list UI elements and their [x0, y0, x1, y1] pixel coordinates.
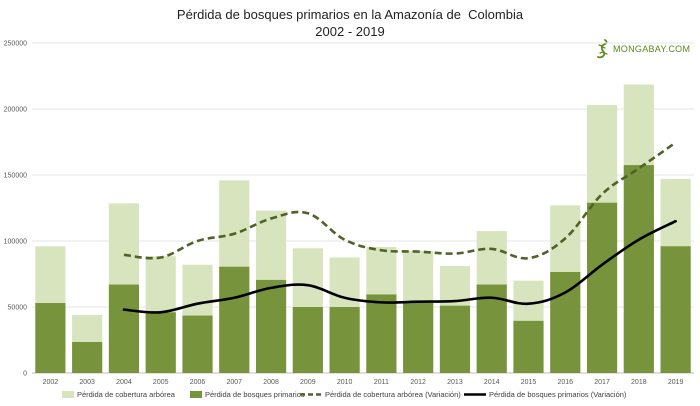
y-axis: 0 50000 100000 150000 200000 250000: [4, 41, 27, 378]
legend-swatch: [62, 391, 74, 398]
x-tick-label: 2017: [594, 379, 610, 386]
bar-bosques-primarios: [329, 307, 360, 373]
bar-bosques-primarios: [366, 294, 397, 373]
y-tick-label: 0: [23, 371, 27, 378]
bar-bosques-primarios: [72, 341, 103, 373]
legend-item: Pérdida de cobertura arbórea (Variación): [300, 390, 461, 399]
line-bosques-variacion: [122, 219, 677, 314]
bar-bosques-primarios: [35, 303, 66, 373]
chart-title: Pérdida de bosques primarios en la Amazo…: [0, 6, 700, 40]
x-tick-label: 2006: [190, 379, 206, 386]
x-tick-label: 2011: [374, 379, 389, 386]
legend-item: Pérdida de bosques primarios: [190, 390, 305, 399]
legend: Pérdida de cobertura arbórea Pérdida de b…: [62, 390, 627, 399]
bar-bosques-primarios: [513, 320, 544, 373]
legend-item: Pérdida de cobertura arbórea: [62, 390, 176, 399]
x-tick-label: 2008: [263, 379, 279, 386]
x-tick-label: 2016: [557, 379, 573, 386]
x-tick-label: 2010: [337, 379, 353, 386]
legend-label: Pérdida de cobertura arbórea (Variación): [325, 390, 461, 399]
chart-title-line-1: Pérdida de bosques primarios en la Amazo…: [176, 7, 524, 22]
y-tick-label: 200000: [4, 107, 27, 114]
legend-label: Pérdida de bosques primarios: [205, 390, 305, 399]
bar-bosques-primarios: [403, 303, 434, 373]
legend-label: Pérdida de cobertura arbórea: [77, 390, 176, 399]
bar-bosques-primarios: [660, 246, 691, 373]
x-tick-label: 2014: [484, 379, 500, 386]
legend-swatch: [190, 391, 202, 398]
bar-bosques-primarios: [145, 312, 176, 373]
chart-title-line-2: 2002 - 2019: [315, 24, 385, 39]
x-axis: 2002 2003 2004 2005 2006 2007 2008 2009 2010 2011…: [43, 379, 684, 386]
bar-bosques-primarios: [108, 284, 140, 373]
legend-item: Pérdida de bosques primarios (Variación): [464, 390, 627, 399]
x-tick-label: 2013: [447, 379, 463, 386]
bar-bosques-primarios: [586, 202, 618, 373]
bar-bosques-primarios: [550, 272, 581, 373]
bar-bosques-primarios: [292, 307, 323, 373]
line-cobertura-variacion: [123, 141, 677, 260]
y-tick-label: 150000: [4, 173, 27, 180]
y-tick-label: 250000: [4, 41, 27, 48]
y-tick-label: 50000: [8, 305, 28, 312]
trend-lines: [122, 141, 677, 314]
y-tick-label: 100000: [4, 239, 27, 246]
x-tick-label: 2015: [521, 379, 537, 386]
x-tick-label: 2019: [668, 379, 684, 386]
logo-text: MONGABAY.COM: [613, 44, 691, 54]
x-tick-label: 2002: [43, 379, 59, 386]
bar-bosques-primarios: [255, 279, 287, 373]
bar-bosques-primarios: [182, 315, 213, 373]
x-tick-label: 2009: [300, 379, 316, 386]
x-tick-label: 2018: [631, 379, 647, 386]
gridlines: [32, 42, 694, 374]
bar-bosques-primarios: [219, 266, 250, 373]
x-tick-label: 2007: [226, 379, 242, 386]
bar-bosques-primarios: [623, 165, 654, 373]
x-tick-label: 2004: [116, 379, 132, 386]
x-tick-label: 2005: [153, 379, 169, 386]
bars: [35, 84, 691, 373]
x-tick-label: 2012: [410, 379, 426, 386]
bar-bosques-primarios: [439, 305, 471, 373]
x-tick-label: 2003: [79, 379, 95, 386]
legend-label: Pérdida de bosques primarios (Variación): [489, 390, 627, 399]
